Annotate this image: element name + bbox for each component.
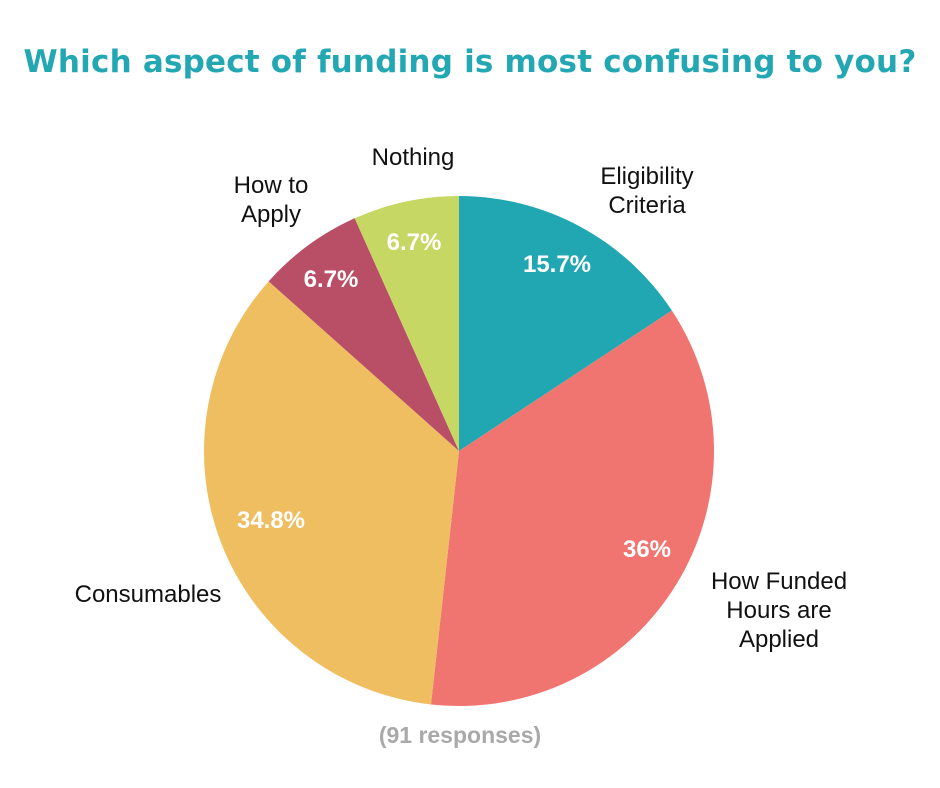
label-line: Nothing [371,144,455,171]
label-line: Apply [240,201,302,228]
label-nothing: Nothing [372,143,455,172]
slice-eligibility-criteria [459,196,672,451]
slice-consumables [203,281,459,705]
label-line: Applied [738,626,820,653]
label-line: Criteria [608,192,686,219]
label-how-funded-hours: How Funded Hours are Applied [711,567,847,654]
pct-eligibility-criteria: 15.7% [522,251,592,278]
pct-nothing: 6.7% [386,229,442,256]
pie-slices [203,196,715,707]
chart-title: Which aspect of funding is most confusin… [23,44,917,80]
label-consumables: Consumables [75,580,222,609]
label-line: How to [233,172,309,199]
slice-nothing [354,196,459,451]
slice-how-funded-hours [430,310,715,707]
label-line: How Funded [710,568,848,595]
label-line: Consumables [74,581,222,608]
slice-how-to-apply [268,218,459,451]
pct-how-to-apply: 6.7% [303,266,359,293]
label-eligibility-criteria: Eligibility Criteria [600,162,693,220]
pct-consumables: 34.8% [236,507,306,534]
label-line: Eligibility [600,163,694,190]
label-how-to-apply: How to Apply [234,171,309,229]
label-line: Hours are [726,597,832,624]
response-count: (91 responses) [378,722,542,748]
pct-how-funded-hours: 36% [622,536,672,563]
